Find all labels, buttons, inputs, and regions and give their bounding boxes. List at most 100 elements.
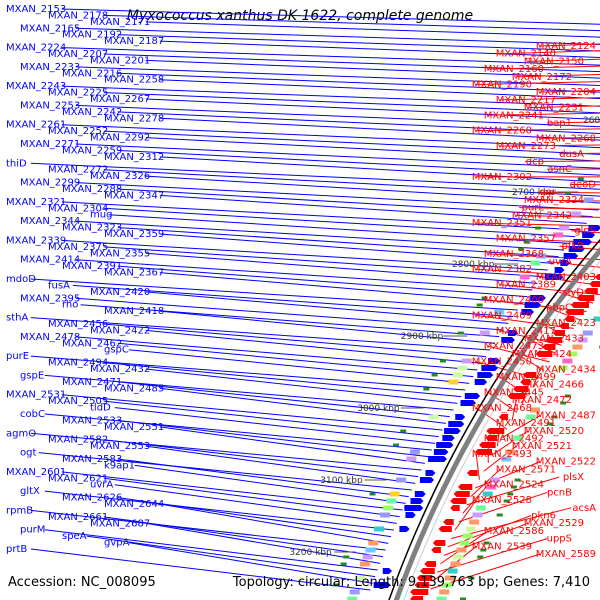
cog-reverse-mark [582, 330, 593, 336]
forward-gene-label: MXAN_2533 [62, 415, 122, 426]
reverse-gene-mark [584, 288, 598, 294]
reverse-gene-label: MXAN_2140 [496, 49, 556, 60]
forward-gene-label: k9ap1 [104, 460, 135, 471]
reverse-gene-label: pbpC [546, 303, 572, 314]
forward-leader-line [145, 137, 600, 162]
reverse-leader-line [511, 399, 517, 421]
reverse-gene-label: MXAN_2268 [536, 133, 596, 144]
forward-gene-label: MXAN_2347 [104, 190, 164, 201]
reverse-leader-line [474, 461, 541, 489]
reverse-gene-mark [474, 449, 493, 455]
reverse-gene-label: MXAN_2571 [496, 464, 556, 475]
cog-reverse-mark [472, 512, 483, 518]
reverse-gene-label: MXAN_2520 [524, 426, 584, 437]
forward-leader-line [145, 368, 458, 404]
forward-leader-line [38, 452, 412, 491]
forward-leader-line [134, 464, 406, 504]
reverse-gene-mark [438, 526, 452, 532]
forward-gene-mark [460, 400, 477, 406]
reverse-gene-label: MXAN_2382 [472, 264, 532, 275]
cog-forward-mark [389, 491, 400, 497]
forward-leader-line [159, 310, 495, 344]
reverse-gene-label: dcp [526, 156, 544, 167]
forward-leader-line [86, 535, 376, 578]
cog-forward-mark [553, 232, 564, 238]
forward-gene-mark [573, 239, 592, 245]
gc-mark [340, 562, 347, 566]
cog-reverse-mark [465, 526, 476, 532]
accession-label: Accession: NC_008095 [8, 575, 156, 590]
backbone-ring [388, 238, 600, 600]
forward-gene-mark [399, 526, 410, 532]
forward-gene-label: MXAN_2494 [48, 358, 108, 369]
forward-leader-line [61, 471, 403, 511]
forward-leader-line [103, 516, 383, 558]
forward-leader-line [30, 317, 491, 351]
gc-mark [535, 226, 542, 230]
reverse-leader-line [540, 90, 600, 93]
reverse-gene-label: MXAN_2433 [524, 333, 584, 344]
reverse-gene-label: MXAN_2417 [496, 326, 556, 337]
forward-gene-mark [568, 246, 585, 252]
forward-gene-mark [448, 421, 465, 427]
forward-gene-mark [373, 582, 391, 588]
gene-labels: MXAN_2153MXAN_2178MXAN_2171MXAN_2165MXAN… [6, 4, 596, 560]
reverse-gene-label: MXAN_2217 [496, 95, 556, 106]
forward-gene-label: gspC [104, 345, 129, 356]
reverse-gene-mark [466, 470, 478, 476]
cog-forward-mark [530, 260, 541, 266]
forward-gene-label: fusA [48, 280, 70, 291]
reverse-leader-line [528, 58, 600, 62]
forward-gene-label: MXAN_2153 [6, 4, 66, 15]
forward-leader-line [30, 509, 386, 551]
forward-leader-line [61, 394, 443, 431]
forward-leader-line [44, 490, 394, 531]
forward-gene-label: MXAN_2261 [6, 120, 66, 131]
reverse-leader-line [500, 97, 600, 101]
forward-gene-mark [433, 449, 449, 455]
forward-leader-line [145, 252, 538, 284]
forward-gene-mark [488, 358, 501, 364]
forward-gene-label: sthA [6, 313, 28, 324]
forward-leader-line [159, 40, 600, 58]
forward-leader-line [159, 156, 600, 183]
reverse-gene-mark [589, 281, 600, 287]
cog-forward-mark [479, 330, 490, 336]
reverse-gene-mark [570, 302, 590, 308]
forward-gene-label: MXAN_2582 [48, 435, 108, 446]
reverse-gene-label: MXAN_2472 [512, 395, 572, 406]
forward-gene-label: MXAN_2271 [20, 139, 80, 150]
reverse-gene-mark [450, 498, 467, 504]
forward-gene-label: MXAN_2367 [104, 268, 164, 279]
reverse-gene-label: MXAN_2389 [496, 280, 556, 291]
forward-leader-line [117, 34, 600, 52]
forward-leader-line [80, 304, 500, 338]
reverse-gene-mark [414, 582, 430, 588]
reverse-gene-label: MXAN_2529 [524, 518, 584, 529]
reverse-gene-label: MXAN_2445 [484, 387, 544, 398]
cog-reverse-mark [505, 449, 516, 455]
forward-gene-label: mug [90, 210, 112, 221]
cog-reverse-mark [450, 561, 461, 567]
reverse-gene-label: asnC [547, 164, 572, 175]
reverse-gene-label: MXAN_2524 [484, 480, 544, 491]
cog-reverse-mark [593, 316, 600, 322]
forward-gene-mark [563, 253, 579, 259]
gc-mark [423, 387, 430, 391]
forward-gene-label: MXAN_2242 [62, 107, 122, 118]
cog-forward-mark [409, 449, 420, 455]
reverse-gene-mark [594, 274, 600, 280]
reverse-gene-mark [458, 484, 473, 490]
reverse-leader-line [436, 538, 548, 573]
forward-gene-label: MXAN_2304 [48, 203, 108, 214]
leader-lines [30, 8, 600, 591]
topology-summary: Topology: circular; Length: 9,139,763 bp… [232, 575, 590, 590]
forward-gene-mark [419, 477, 435, 483]
forward-gene-label: MXAN_2321 [6, 197, 66, 208]
forward-gene-mark [507, 330, 518, 336]
forward-gene-label: MXAN_2391 [62, 261, 122, 272]
forward-leader-line [117, 381, 450, 418]
reverse-gene-mark [498, 414, 509, 420]
reverse-leader-line [466, 476, 560, 506]
